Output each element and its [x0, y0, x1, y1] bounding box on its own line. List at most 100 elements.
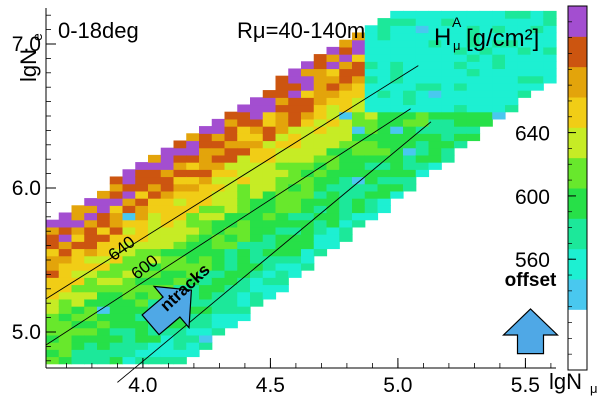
heatmap-cell — [71, 313, 85, 322]
heatmap-cell — [339, 219, 353, 228]
heatmap-cell — [71, 277, 85, 286]
heatmap-cell — [428, 111, 442, 120]
heatmap-cell — [428, 140, 442, 149]
heatmap-cell — [326, 183, 340, 192]
heatmap-cell — [377, 90, 391, 98]
colorbar-segment — [568, 339, 587, 371]
heatmap-cell — [326, 82, 340, 91]
colorbar-segment — [568, 248, 587, 280]
arrows — [141, 285, 559, 355]
heatmap-cell — [160, 190, 175, 199]
heatmap-cell — [199, 226, 213, 235]
heatmap-cell — [186, 140, 200, 149]
heatmap-cell — [109, 277, 124, 286]
heatmap-cell — [71, 226, 85, 235]
heatmap-cell — [199, 234, 213, 242]
heatmap-cell — [403, 140, 417, 149]
heatmap-cell — [466, 126, 481, 134]
heatmap-cell — [109, 241, 124, 250]
heatmap-cell — [46, 342, 60, 350]
heatmap-cell — [173, 234, 187, 242]
heatmap-cell — [390, 32, 404, 41]
heatmap-cell — [148, 205, 162, 214]
heatmap-cell — [250, 205, 264, 214]
heatmap-cell — [58, 262, 73, 271]
heatmap-cell — [135, 248, 149, 257]
heatmap-cell — [84, 205, 98, 214]
heatmap-cell — [428, 32, 442, 41]
heatmap-cell — [313, 219, 328, 228]
heatmap-cell — [313, 176, 328, 185]
heatmap-cell — [479, 75, 493, 84]
heatmap-cell — [479, 104, 493, 113]
heatmap-cell — [173, 183, 187, 192]
heatmap-cell — [109, 198, 124, 206]
heatmap-cell — [250, 147, 264, 156]
heatmap-cell — [262, 248, 277, 257]
heatmap-cell — [352, 82, 366, 91]
heatmap-cell — [301, 198, 315, 206]
heatmap-cell — [186, 270, 200, 278]
heatmap-cell — [377, 32, 391, 41]
heatmap-cell — [313, 75, 328, 84]
heatmap-cell — [415, 18, 430, 26]
heatmap-cell — [122, 169, 136, 178]
heatmap-cell — [288, 169, 302, 178]
heatmap-cell — [530, 82, 544, 91]
heatmap-cell — [288, 82, 302, 91]
heatmap-cell — [250, 277, 264, 286]
heatmap-cell — [390, 190, 404, 199]
heatmap-cell — [237, 190, 251, 199]
heatmap-cell — [275, 190, 289, 199]
heatmap-cell — [492, 18, 506, 26]
heatmap-cell — [441, 90, 455, 98]
heatmap-cell — [275, 277, 289, 286]
heatmap-cell — [505, 82, 519, 91]
heatmap-cell — [517, 32, 532, 41]
heatmap-cell — [46, 284, 60, 293]
heatmap-cell — [148, 198, 162, 206]
heatmap-cell — [466, 75, 481, 84]
heatmap-cell — [390, 140, 404, 149]
heatmap-cell — [250, 111, 264, 120]
heatmap-cell — [326, 176, 340, 185]
heatmap-cell — [186, 327, 200, 336]
heatmap-cell — [58, 291, 73, 300]
heatmap-cell — [211, 205, 226, 214]
heatmap-cell — [237, 104, 251, 113]
heatmap-cell — [364, 133, 379, 142]
heatmap-cell — [224, 176, 238, 185]
heatmap-cell — [199, 198, 213, 206]
heatmap-cell — [326, 241, 340, 250]
heatmap-cell — [211, 126, 226, 134]
heatmap-cell — [441, 54, 455, 62]
heatmap-cell — [135, 205, 149, 214]
heatmap-cell — [275, 111, 289, 120]
heatmap-cell — [326, 219, 340, 228]
heatmap-cell — [454, 90, 468, 98]
heatmap-cell — [97, 291, 111, 300]
heatmap-cell — [109, 270, 124, 278]
heatmap-cell — [148, 349, 162, 358]
heatmap-cell — [199, 313, 213, 322]
heatmap-cell — [275, 284, 289, 293]
heatmap-cell — [109, 306, 124, 314]
heatmap-cell — [262, 277, 277, 286]
heatmap-cell — [454, 46, 468, 55]
heatmap-cell — [122, 183, 136, 192]
heatmap-cell — [403, 97, 417, 106]
heatmap-cell — [275, 198, 289, 206]
heatmap-cell — [275, 262, 289, 271]
heatmap-cell — [275, 104, 289, 113]
heatmap-cell — [199, 284, 213, 293]
heatmap-cell — [441, 118, 455, 127]
heatmap-cell — [517, 25, 532, 34]
heatmap-cell — [415, 111, 430, 120]
x-tick-label: 4.0 — [128, 374, 157, 396]
y-axis-label-sub: e — [29, 33, 45, 41]
heatmap-cell — [58, 277, 73, 286]
heatmap-cell — [97, 198, 111, 206]
heatmap-cell — [479, 32, 493, 41]
heatmap-cell — [250, 140, 264, 149]
heatmap-cell — [326, 104, 340, 113]
